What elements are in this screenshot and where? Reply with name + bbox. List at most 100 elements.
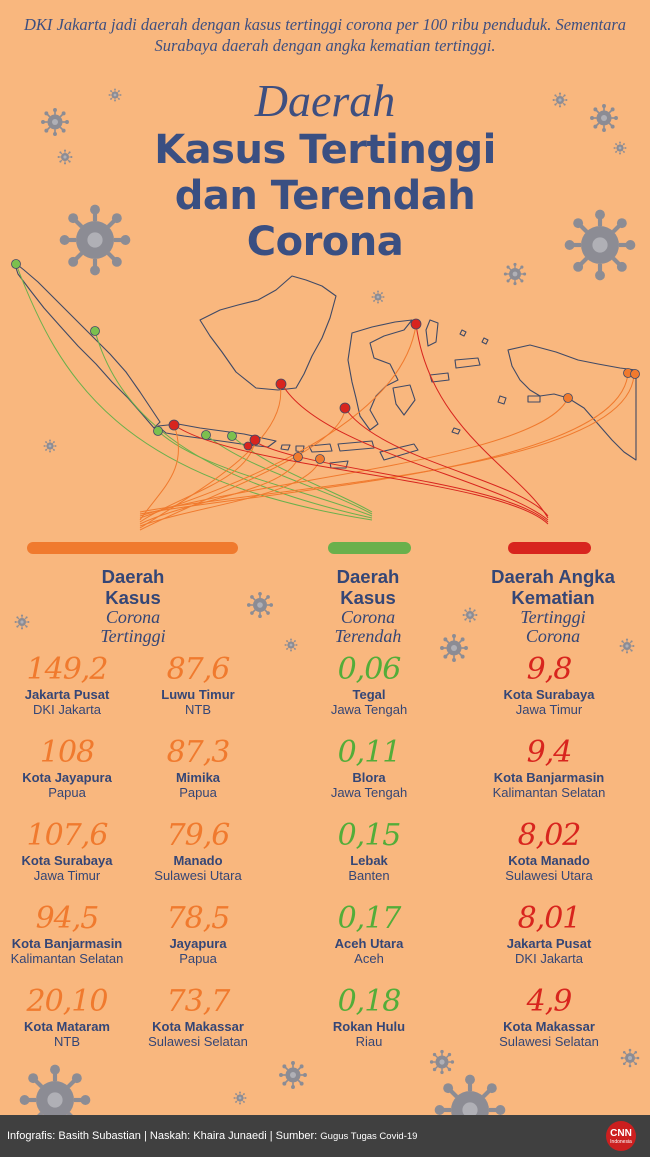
entry-region: Jakarta Pusat [24,687,110,702]
entry-province: Riau [355,1034,383,1049]
high-entry: 87,6 Luwu Timur NTB [123,652,273,718]
entry-value: 8,01 [517,901,582,936]
low-cases-header: Daerah Kasus Corona Terendah [293,566,443,646]
entry-province: Papua [48,785,86,800]
entry-province: Sulawesi Utara [505,868,593,883]
entry-region: Jayapura [169,936,227,951]
entry-value: 4,9 [526,984,573,1019]
entry-province: Jawa Tengah [330,702,408,717]
entry-value: 0,11 [337,735,402,770]
footer: Infografis: Basith Subastian | Naskah: K… [0,1115,650,1157]
entry-value: 87,3 [166,735,231,770]
entry-region: Tegal [352,687,386,702]
intro-text: DKI Jakarta jadi daerah dengan kasus ter… [23,15,627,55]
footer-credit: Infografis: Basith Subastian | Naskah: K… [7,1130,417,1142]
source-text: Gugus Tugas Covid-19 [320,1131,418,1142]
entry-region: Kota Jayapura [22,770,112,785]
cnn-logo-icon: CNN Indonesia [606,1121,636,1151]
virus-icon [429,1049,455,1075]
entry-value: 9,8 [526,652,573,687]
title-line-1: Daerah [254,75,396,126]
death-heading-2: Kematian [511,587,595,608]
entry-value: 79,6 [166,818,231,853]
entry-region: Aceh Utara [334,936,404,951]
high-entry: 107,6 Kota Surabaya Jawa Timur [0,818,142,884]
virus-icon [620,1048,640,1068]
death-heading-1: Daerah Angka [491,566,615,587]
low-heading-1: Daerah [336,566,400,587]
entry-province: Papua [179,785,217,800]
title-line-4: Corona [246,219,404,265]
entry-province: Jawa Timur [33,868,101,883]
death-header: Daerah Angka Kematian Tertinggi Corona [468,566,638,646]
entry-region: Kota Banjarmasin [493,770,605,785]
high-entry: 78,5 Jayapura Papua [123,901,273,967]
low-entry: 0,11 Blora Jawa Tengah [294,735,444,801]
entry-value: 0,06 [337,652,402,687]
title-line-2: Kasus Tertinggi [154,127,496,173]
low-sub-2: Terendah [334,626,402,646]
high-sub-2: Tertinggi [100,626,166,646]
entry-region: Kota Makassar [503,1019,595,1034]
death-entry: 9,4 Kota Banjarmasin Kalimantan Selatan [474,735,624,801]
entry-region: Luwu Timur [161,687,235,702]
entry-region: Rokan Hulu [332,1019,406,1034]
low-entry: 0,17 Aceh Utara Aceh [294,902,444,967]
entry-province: Jawa Tengah [330,785,408,800]
entry-value: 8,02 [517,818,582,853]
entry-value: 149,2 [26,652,109,687]
entry-value: 87,6 [166,652,231,687]
entry-province: Banten [348,868,390,883]
entry-region: Jakarta Pusat [506,936,592,951]
entry-region: Kota Makassar [152,1019,244,1034]
entry-province: Sulawesi Utara [154,868,242,883]
entry-province: Sulawesi Selatan [148,1034,248,1049]
entry-value: 9,4 [526,735,573,770]
entry-region: Mimika [175,770,221,785]
entry-value: 94,5 [35,901,100,936]
virus-icon [278,1060,308,1090]
high-entry: 87,3 Mimika Papua [123,735,273,801]
entry-province: NTB [54,1034,80,1049]
entry-region: Kota Manado [508,853,590,868]
map-indonesia-icon [11,259,640,531]
entry-value: 107,6 [26,818,109,853]
high-sub-1: Corona [105,607,161,627]
entry-value: 78,5 [166,901,231,936]
high-entry: 108 Kota Jayapura Papua [0,735,142,801]
high-entry: 149,2 Jakarta Pusat DKI Jakarta [0,652,142,718]
cnn-logo-text: CNN [610,1128,632,1139]
death-sub-2: Corona [525,626,581,646]
entry-value: 73,7 [166,984,231,1019]
entry-region: Lebak [350,853,388,868]
entry-province: Sulawesi Selatan [499,1034,599,1049]
virus-icon [246,591,274,619]
entry-region: Kota Banjarmasin [11,936,123,951]
entry-province: Aceh [354,951,384,966]
death-entry: 8,02 Kota Manado Sulawesi Utara [474,818,624,884]
high-entry: 20,10 Kota Mataram NTB [0,985,142,1050]
death-entry: 4,9 Kota Makassar Sulawesi Selatan [474,984,624,1050]
credit-text: Infografis: Basith Subastian | Naskah: K… [7,1130,318,1142]
entry-province: Jawa Timur [515,702,583,717]
entry-region: Manado [173,853,223,868]
death-entry: 8,01 Jakarta Pusat DKI Jakarta [474,901,624,967]
cnn-logo-sub: Indonesia [610,1139,632,1145]
low-entry: 0,06 Tegal Jawa Tengah [294,652,444,718]
virus-icon [233,1091,247,1105]
high-entry: 73,7 Kota Makassar Sulawesi Selatan [123,984,273,1050]
high-heading-1: Daerah [101,566,165,587]
entry-region: Kota Surabaya [21,853,113,868]
entry-province: DKI Jakarta [515,951,583,966]
entry-value: 108 [39,735,95,770]
low-sub-1: Corona [340,607,396,627]
title-line-3: dan Terendah [174,173,476,219]
entry-value: 0,18 [337,984,402,1019]
entry-region: Kota Surabaya [503,687,595,702]
high-heading-2: Kasus [105,587,161,608]
virus-icon [14,614,30,630]
entry-province: Kalimantan Selatan [492,785,606,800]
high-entry: 79,6 Manado Sulawesi Utara [123,818,273,884]
entry-region: Blora [352,770,386,785]
virus-icon [439,633,469,663]
